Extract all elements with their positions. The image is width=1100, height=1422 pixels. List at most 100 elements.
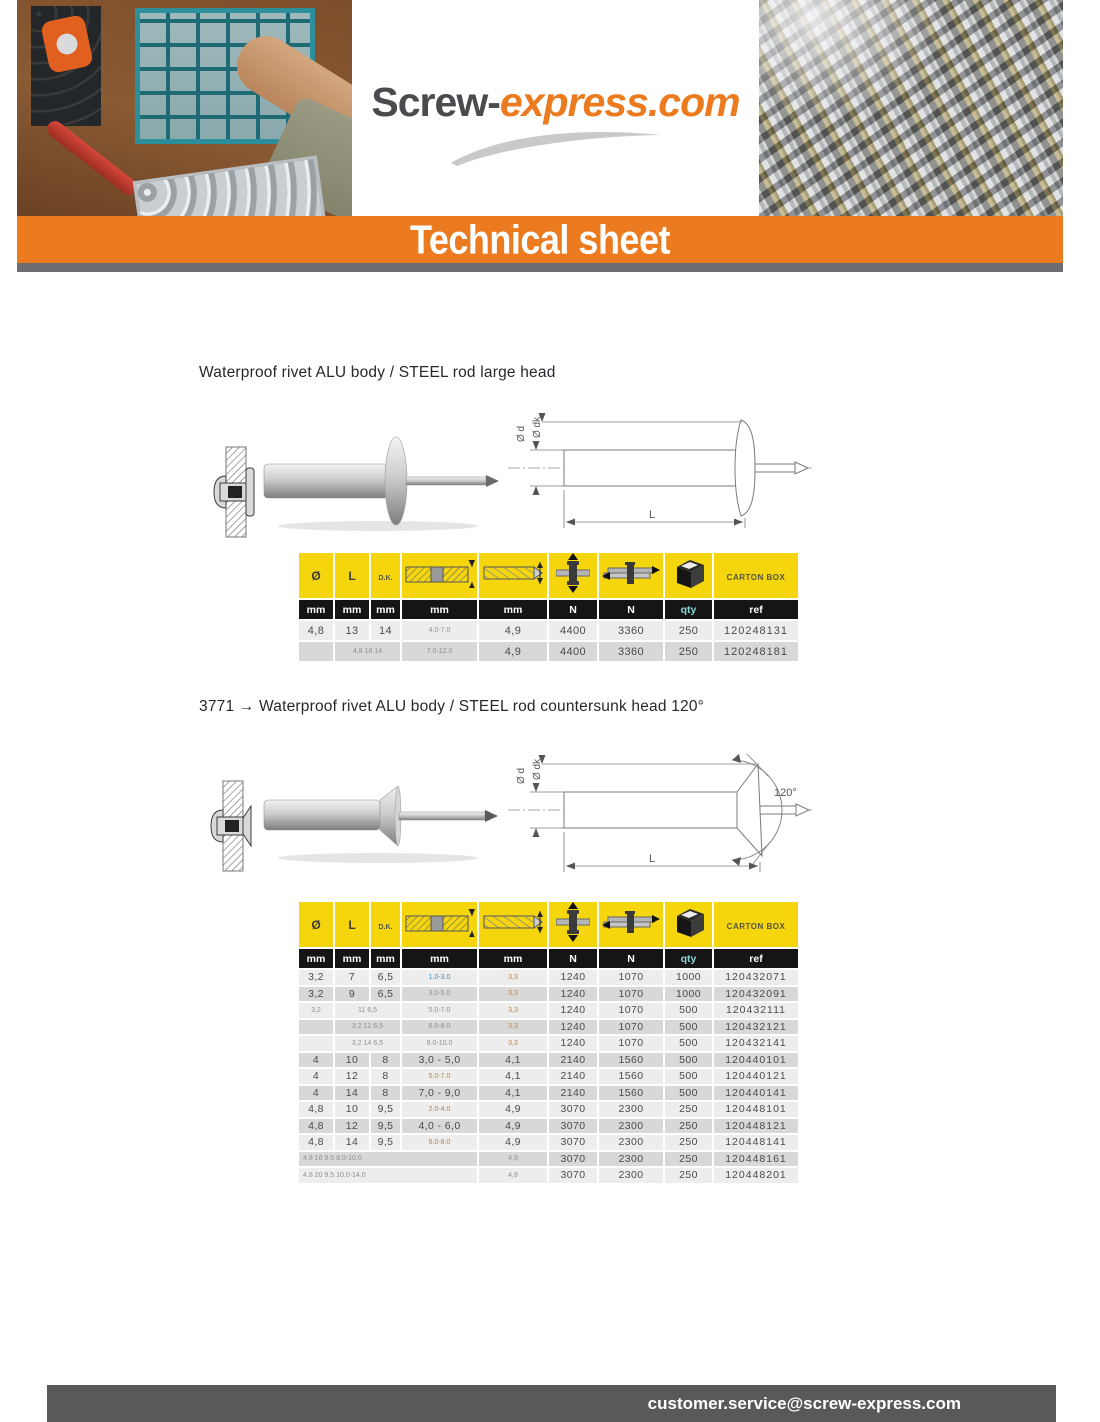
table-cell: 8 (371, 1085, 400, 1100)
table-cell: 9,5 (371, 1135, 400, 1150)
table-cell: 6,5 (371, 970, 400, 985)
unit-cell: mm (479, 949, 547, 968)
table-cell: 14 (335, 1085, 369, 1100)
carton-box-icon (665, 553, 712, 598)
logo-text-express: express.com (499, 79, 741, 125)
table-cell: 120248181 (714, 642, 798, 661)
table-cell: 7 (335, 970, 369, 985)
table-cell: 3070 (549, 1135, 597, 1150)
table-cell: 2300 (599, 1151, 663, 1166)
table-cell: 250 (665, 1168, 712, 1183)
table-row: 4,8 13 14 4.0-7.0 4,9 4400 3360 250 120248131 (299, 621, 798, 640)
table-cell: 1240 (549, 1019, 597, 1034)
table-cell: 4,1 (479, 1085, 547, 1100)
table-cell: 4 (299, 1069, 333, 1084)
unit-cell: mm (402, 949, 477, 968)
table-cell: 4.0-7.0 (402, 621, 477, 640)
installed-rivet-cross-section-countersunk (210, 780, 252, 872)
unit-cell: mm (402, 600, 477, 619)
table-row: 4 10 8 3,0 - 5,0 4,1 2140 1560 500 120440101 (299, 1052, 798, 1067)
table-cell: 3.0-5.0 (402, 986, 477, 1001)
table-cell: 1070 (599, 1036, 663, 1051)
carton-box-header: CARTON BOX (714, 553, 798, 598)
table-cell: 250 (665, 1102, 712, 1117)
banner-title: Technical sheet (410, 216, 670, 263)
table-cell: 3070 (549, 1102, 597, 1117)
table-cell: 3,0 - 5,0 (402, 1052, 477, 1067)
label-dia-dk: Ø dk (532, 416, 543, 438)
table-cell: 500 (665, 1069, 712, 1084)
table-cell: 4 (299, 1085, 333, 1100)
label-angle: 120° (774, 787, 797, 799)
table-cell: 4400 (549, 642, 597, 661)
table-cell: 14 (335, 1135, 369, 1150)
unit-cell: mm (371, 949, 400, 968)
table-cell: 4,9 (479, 642, 547, 661)
table-cell: 3,3 (479, 986, 547, 1001)
table-row: 3,2 9 6,5 3.0-5.0 3,3 1240 1070 1000 120432091 (299, 986, 798, 1001)
logo-text-screw: Screw- (371, 79, 500, 125)
table-row: 4,8 10 9,5 2.0-4.0 4,9 3070 2300 250 120448101 (299, 1102, 798, 1117)
table-cell: 2140 (549, 1069, 597, 1084)
table-cell: 4,8 (299, 621, 333, 640)
unit-cell: mm (335, 949, 369, 968)
table-cell: 6.0-8.0 (402, 1135, 477, 1150)
table-cell: 2300 (599, 1118, 663, 1133)
table-cell: 6,5 (371, 986, 400, 1001)
drill-diameter-icon (479, 553, 547, 598)
table-cell: 4,8 18 14 (335, 642, 400, 661)
table-cell: 120448101 (714, 1102, 798, 1117)
unit-cell: N (599, 949, 663, 968)
table-cell: 120432071 (714, 970, 798, 985)
table-cell: 1000 (665, 986, 712, 1001)
table-cell: 7.0-12.0 (402, 642, 477, 661)
table-cell: 500 (665, 1085, 712, 1100)
table-cell: 120440141 (714, 1085, 798, 1100)
table-cell: 1560 (599, 1052, 663, 1067)
table-cell: 4 (299, 1052, 333, 1067)
carton-box-header: CARTON BOX (714, 902, 798, 947)
table-cell: 3,2 (299, 1003, 333, 1018)
table-cell: 120432091 (714, 986, 798, 1001)
icon-header-row: Ø L D.K. CARTON BOX (299, 553, 798, 598)
table-cell: 3,3 (479, 1036, 547, 1051)
table-cell: 1070 (599, 986, 663, 1001)
banner: Technical sheet (17, 216, 1063, 263)
logo-text: Screw-express.com (352, 82, 759, 123)
table-cell: 120432121 (714, 1019, 798, 1034)
table-cell: 250 (665, 1151, 712, 1166)
table-cell: 10 (335, 1052, 369, 1067)
table-cell: 3070 (549, 1118, 597, 1133)
shear-strength-icon (599, 553, 663, 598)
col-dk-header: D.K. (371, 553, 400, 598)
table-cell: 4.8 20 9.5 10.0-14.0 (299, 1168, 477, 1183)
shear-strength-icon (599, 902, 663, 947)
table-cell: 2300 (599, 1135, 663, 1150)
rivet-product-image-countersunk (263, 785, 498, 863)
table-cell: 1560 (599, 1085, 663, 1100)
table-cell: 1070 (599, 970, 663, 985)
table-cell: 1070 (599, 1019, 663, 1034)
table-cell: 500 (665, 1052, 712, 1067)
table-cell: 3360 (599, 642, 663, 661)
installed-rivet-cross-section-large-head (213, 446, 255, 538)
unit-cell: mm (371, 600, 400, 619)
section2-heading: 3771 → Waterproof rivet ALU body / STEEL… (199, 698, 705, 715)
spec-table-large-head: Ø L D.K. CARTON BOX (297, 551, 800, 663)
table-cell: 4,8 (299, 1102, 333, 1117)
table-cell: 9,5 (371, 1118, 400, 1133)
icon-header-row: Ø L D.K. CARTON BOX (299, 902, 798, 947)
table-cell: 250 (665, 621, 712, 640)
contact-email-link[interactable]: customer.service@screw-express.com (647, 1394, 961, 1413)
dimension-drawing-countersunk: 120° Ø dk Ø d L (508, 753, 812, 872)
table-cell: 3070 (549, 1168, 597, 1183)
dimension-drawing-large-head: Ø dk Ø d L (508, 413, 812, 528)
table-cell: 120448121 (714, 1118, 798, 1133)
table-cell: 11 6,5 (335, 1003, 400, 1018)
table-cell (299, 1036, 333, 1051)
col-diameter-header: Ø (299, 902, 333, 947)
table-cell: 3,3 (479, 1019, 547, 1034)
col-length-header: L (335, 553, 369, 598)
